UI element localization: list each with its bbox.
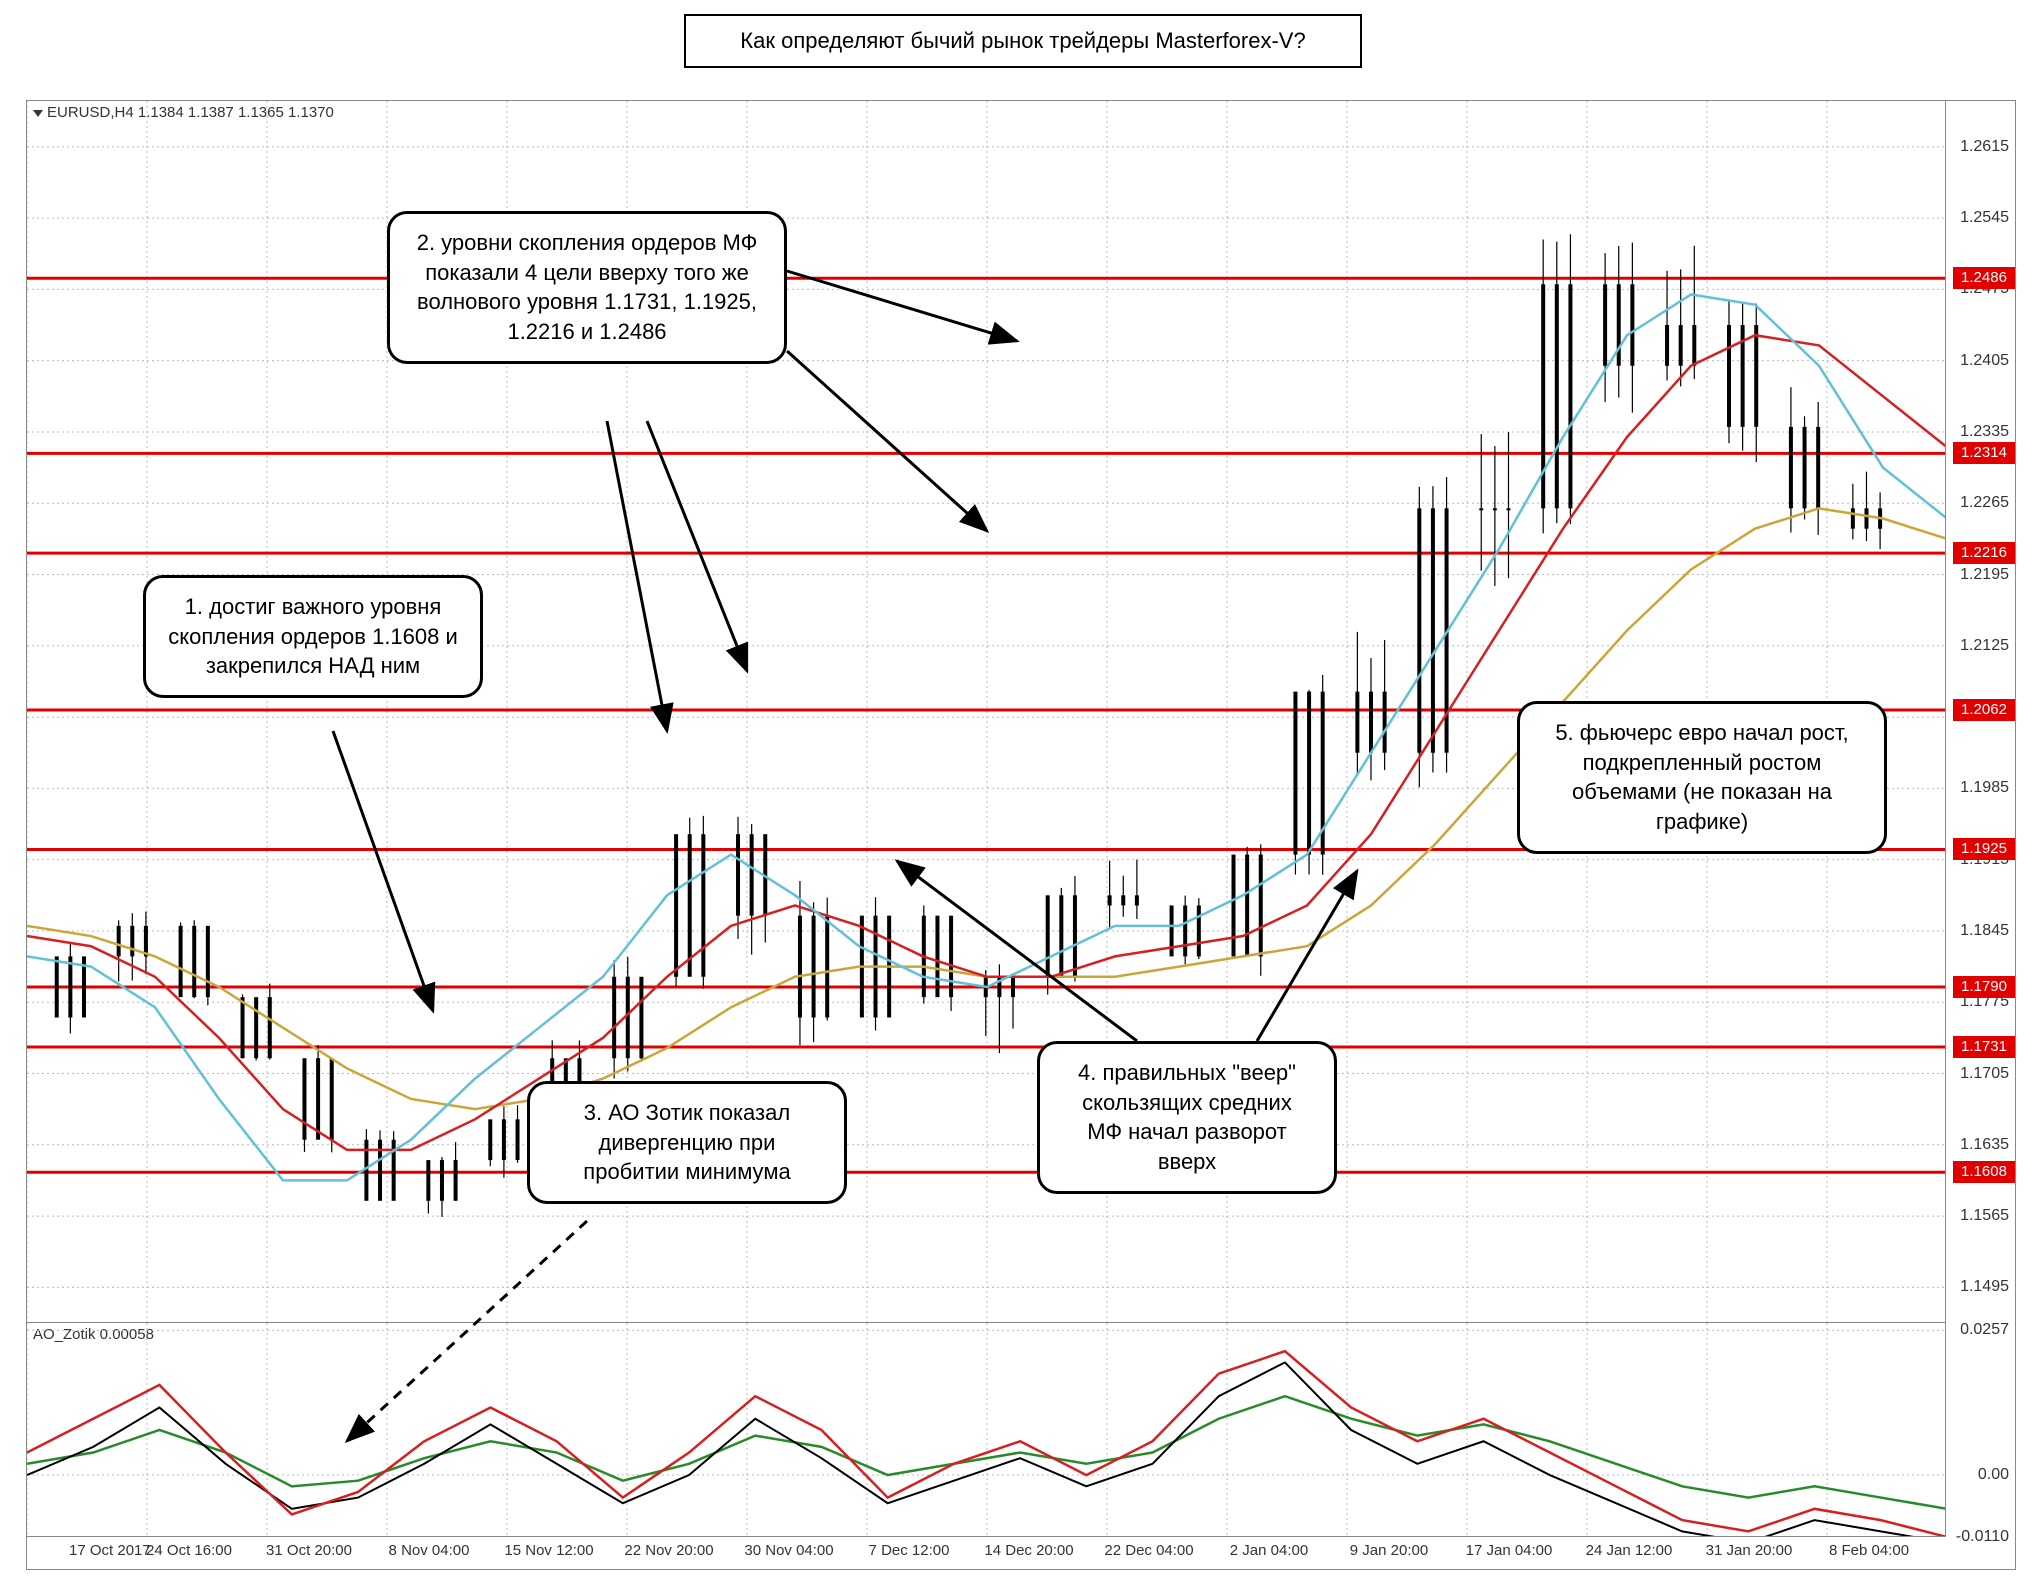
- callout-1: 1. достиг важного уровня скопления ордер…: [143, 575, 483, 698]
- x-tick-label: 30 Nov 04:00: [744, 1542, 833, 1559]
- price-level-tag: 1.1608: [1953, 1161, 2015, 1183]
- indicator-svg: [27, 1323, 1945, 1537]
- y-tick-label: 1.2615: [1960, 138, 2009, 156]
- y-tick-label: 1.2545: [1960, 209, 2009, 227]
- y-tick-label: 1.1565: [1960, 1207, 2009, 1225]
- y-axis-indicator: -0.01100.000.0257: [1945, 1323, 2015, 1537]
- symbol-label: EURUSD,H4 1.1384 1.1387 1.1365 1.1370: [33, 104, 334, 121]
- y-tick-label: 1.2195: [1960, 566, 2009, 584]
- x-tick-label: 14 Dec 20:00: [984, 1542, 1073, 1559]
- x-tick-label: 2 Jan 04:00: [1230, 1542, 1308, 1559]
- indicator-tick-label: -0.0110: [1956, 1528, 2009, 1546]
- y-tick-label: 1.1635: [1960, 1136, 2009, 1154]
- y-tick-label: 1.2405: [1960, 352, 2009, 370]
- price-level-tag: 1.2314: [1953, 442, 2015, 464]
- x-tick-label: 7 Dec 12:00: [869, 1542, 950, 1559]
- y-tick-label: 1.2335: [1960, 423, 2009, 441]
- y-tick-label: 1.1845: [1960, 922, 2009, 940]
- indicator-label: AO_Zotik 0.00058: [33, 1326, 154, 1343]
- x-tick-label: 15 Nov 12:00: [504, 1542, 593, 1559]
- callout-5: 5. фьючерс евро начал рост, подкрепленны…: [1517, 701, 1887, 854]
- x-tick-label: 17 Jan 04:00: [1466, 1542, 1553, 1559]
- price-level-tag: 1.1790: [1953, 976, 2015, 998]
- y-axis-main: 1.14951.15651.16351.17051.17751.18451.19…: [1945, 101, 2015, 1323]
- page-title: Как определяют бычий рынок трейдеры Mast…: [684, 14, 1362, 68]
- callout-3: 3. АО Зотик показал дивергенцию при проб…: [527, 1081, 847, 1204]
- x-tick-label: 24 Jan 12:00: [1586, 1542, 1673, 1559]
- y-tick-label: 1.1495: [1960, 1278, 2009, 1296]
- x-tick-label: 8 Feb 04:00: [1829, 1542, 1909, 1559]
- x-tick-label: 22 Dec 04:00: [1104, 1542, 1193, 1559]
- y-tick-label: 1.2265: [1960, 494, 2009, 512]
- price-level-tag: 1.2486: [1953, 267, 2015, 289]
- x-axis: 17 Oct 201724 Oct 16:00 31 Oct 20:00 8 Nov…: [27, 1535, 1945, 1569]
- symbol-text: EURUSD,H4 1.1384 1.1387 1.1365 1.1370: [47, 104, 334, 121]
- callout-4: 4. правильных "веер" скользящих средних …: [1037, 1041, 1337, 1194]
- price-level-tag: 1.1731: [1953, 1036, 2015, 1058]
- x-tick-label: 9 Jan 20:00: [1350, 1542, 1428, 1559]
- y-tick-label: 1.1705: [1960, 1065, 2009, 1083]
- x-tick-label: 17 Oct 2017: [69, 1542, 151, 1559]
- indicator-tick-label: 0.0257: [1960, 1321, 2009, 1339]
- price-level-tag: 1.1925: [1953, 838, 2015, 860]
- callout-2: 2. уровни скопления ордеров МФ показали …: [387, 211, 787, 364]
- x-tick-label: 22 Nov 20:00: [624, 1542, 713, 1559]
- price-level-tag: 1.2216: [1953, 542, 2015, 564]
- x-tick-label: 8 Nov 04:00: [389, 1542, 470, 1559]
- x-tick-label: 31 Jan 20:00: [1706, 1542, 1793, 1559]
- x-tick-label: 31 Oct 20:00: [266, 1542, 352, 1559]
- y-tick-label: 1.1985: [1960, 779, 2009, 797]
- x-tick-label: 24 Oct 16:00: [146, 1542, 232, 1559]
- y-tick-label: 1.2125: [1960, 637, 2009, 655]
- price-level-tag: 1.2062: [1953, 699, 2015, 721]
- indicator-tick-label: 0.00: [1978, 1466, 2009, 1484]
- chart-container: EURUSD,H4 1.1384 1.1387 1.1365 1.1370 AO…: [26, 100, 2016, 1570]
- indicator-chart: AO_Zotik 0.00058: [27, 1323, 1945, 1537]
